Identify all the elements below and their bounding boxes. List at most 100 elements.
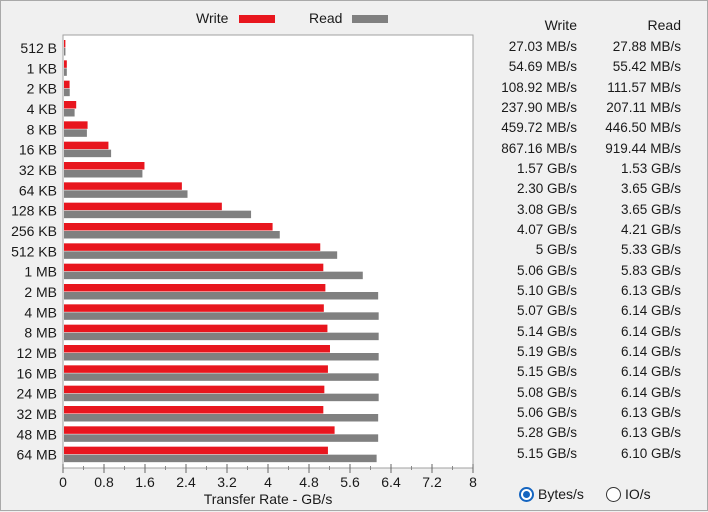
write-rate-value: 5.19 GB/s xyxy=(516,344,577,359)
read-rate-value: 111.57 MB/s xyxy=(607,79,681,95)
read-bar xyxy=(64,170,143,178)
read-bar xyxy=(64,434,379,442)
read-rate-value: 6.14 GB/s xyxy=(620,384,681,400)
write-bar xyxy=(64,162,145,170)
write-bar xyxy=(64,446,328,455)
legend-read-swatch xyxy=(352,15,388,23)
read-bar xyxy=(64,332,379,341)
read-rate-value: 5.33 GB/s xyxy=(620,242,681,258)
read-rate-value: 5.83 GB/s xyxy=(620,262,681,278)
read-bar xyxy=(64,373,379,381)
write-bar xyxy=(64,263,324,272)
x-tick-label: 7.2 xyxy=(422,474,442,490)
category-label: 64 MB xyxy=(17,447,57,463)
read-bar xyxy=(64,312,379,320)
read-bar xyxy=(64,231,280,239)
read-rate-value: 3.65 GB/s xyxy=(620,181,681,197)
write-bar xyxy=(64,60,67,68)
read-rate-value: 6.14 GB/s xyxy=(620,364,681,380)
read-rate-value: 6.10 GB/s xyxy=(620,445,681,461)
write-rate-value: 237.90 MB/s xyxy=(501,100,577,115)
write-bar xyxy=(64,223,273,231)
write-bar xyxy=(64,202,222,211)
read-bar xyxy=(64,48,66,56)
legend-write-swatch xyxy=(239,15,275,23)
x-tick-label: 5.6 xyxy=(340,474,360,490)
write-bar xyxy=(64,304,324,312)
write-rate-value: 5.15 GB/s xyxy=(516,445,577,461)
read-rate-value: 6.13 GB/s xyxy=(620,405,681,420)
write-bar xyxy=(64,345,330,353)
write-rate-value: 459.72 MB/s xyxy=(501,120,577,136)
write-rate-value: 5.08 GB/s xyxy=(516,384,577,400)
x-tick-label: 6.4 xyxy=(381,474,401,490)
category-label: 16 MB xyxy=(17,365,57,381)
write-rate-value: 5 GB/s xyxy=(535,242,577,258)
category-label: 8 MB xyxy=(24,325,57,341)
category-label: 1 KB xyxy=(27,60,57,76)
write-bar xyxy=(64,40,66,48)
category-label: 4 MB xyxy=(24,304,57,320)
category-label: 512 KB xyxy=(11,243,57,259)
read-bar xyxy=(64,292,379,300)
write-bar xyxy=(64,141,109,150)
x-tick-label: 1.6 xyxy=(135,474,155,490)
bytes-per-second-option[interactable]: Bytes/s xyxy=(519,486,584,502)
io-per-second-option[interactable]: IO/s xyxy=(606,486,651,502)
write-rate-value: 27.03 MB/s xyxy=(508,39,577,54)
read-rate-value: 207.11 MB/s xyxy=(606,100,681,115)
read-rate-value: 6.13 GB/s xyxy=(620,283,681,298)
category-label: 64 KB xyxy=(19,182,57,198)
category-label: 12 MB xyxy=(17,345,57,361)
bytes-radio-button[interactable] xyxy=(519,486,534,502)
read-column-header: Read xyxy=(647,17,681,33)
x-tick-label: 0 xyxy=(59,474,67,490)
category-label: 2 KB xyxy=(27,81,57,97)
x-tick-label: 4 xyxy=(264,474,272,490)
read-rate-value: 4.21 GB/s xyxy=(620,222,681,237)
write-rate-value: 3.08 GB/s xyxy=(516,201,577,217)
write-column-header: Write xyxy=(544,17,577,33)
write-rate-value: 867.16 MB/s xyxy=(501,140,577,156)
write-rate-value: 5.07 GB/s xyxy=(516,303,577,319)
read-bar xyxy=(64,251,338,259)
write-rate-value: 5.14 GB/s xyxy=(516,323,577,339)
write-rate-value: 54.69 MB/s xyxy=(508,59,577,75)
x-tick-label: 3.2 xyxy=(217,474,237,490)
bytes-radio-label: Bytes/s xyxy=(538,486,584,502)
x-tick-label: 0.8 xyxy=(94,474,114,490)
write-rate-value: 5.06 GB/s xyxy=(516,405,577,420)
category-label: 2 MB xyxy=(24,284,57,300)
write-bar xyxy=(64,365,328,373)
io-radio-label: IO/s xyxy=(625,486,651,502)
read-rate-value: 55.42 MB/s xyxy=(612,59,681,75)
x-axis-title: Transfer Rate - GB/s xyxy=(204,491,333,507)
read-bar xyxy=(64,393,379,402)
io-radio-button[interactable] xyxy=(606,486,621,502)
write-bar xyxy=(64,80,70,89)
write-rate-value: 4.07 GB/s xyxy=(516,222,577,237)
category-label: 4 KB xyxy=(27,101,57,117)
x-tick-label: 8 xyxy=(469,474,477,490)
read-bar xyxy=(64,414,379,422)
read-bar xyxy=(64,129,87,137)
read-bar xyxy=(64,88,70,97)
category-label: 48 MB xyxy=(17,426,57,442)
write-bar xyxy=(64,324,328,333)
write-bar xyxy=(64,182,182,190)
category-label: 32 KB xyxy=(19,162,57,178)
category-label: 128 KB xyxy=(11,203,57,219)
category-label: 512 B xyxy=(20,40,57,56)
read-bar xyxy=(64,210,252,219)
category-label: 1 MB xyxy=(24,264,57,280)
write-bar xyxy=(64,426,335,434)
read-rate-value: 919.44 MB/s xyxy=(605,140,681,156)
read-rate-value: 6.14 GB/s xyxy=(620,303,681,319)
read-bar xyxy=(64,109,75,117)
read-bar xyxy=(64,149,112,158)
category-label: 8 KB xyxy=(27,121,57,137)
write-bar xyxy=(64,385,325,394)
read-bar xyxy=(64,190,188,198)
category-label: 24 MB xyxy=(17,386,57,402)
